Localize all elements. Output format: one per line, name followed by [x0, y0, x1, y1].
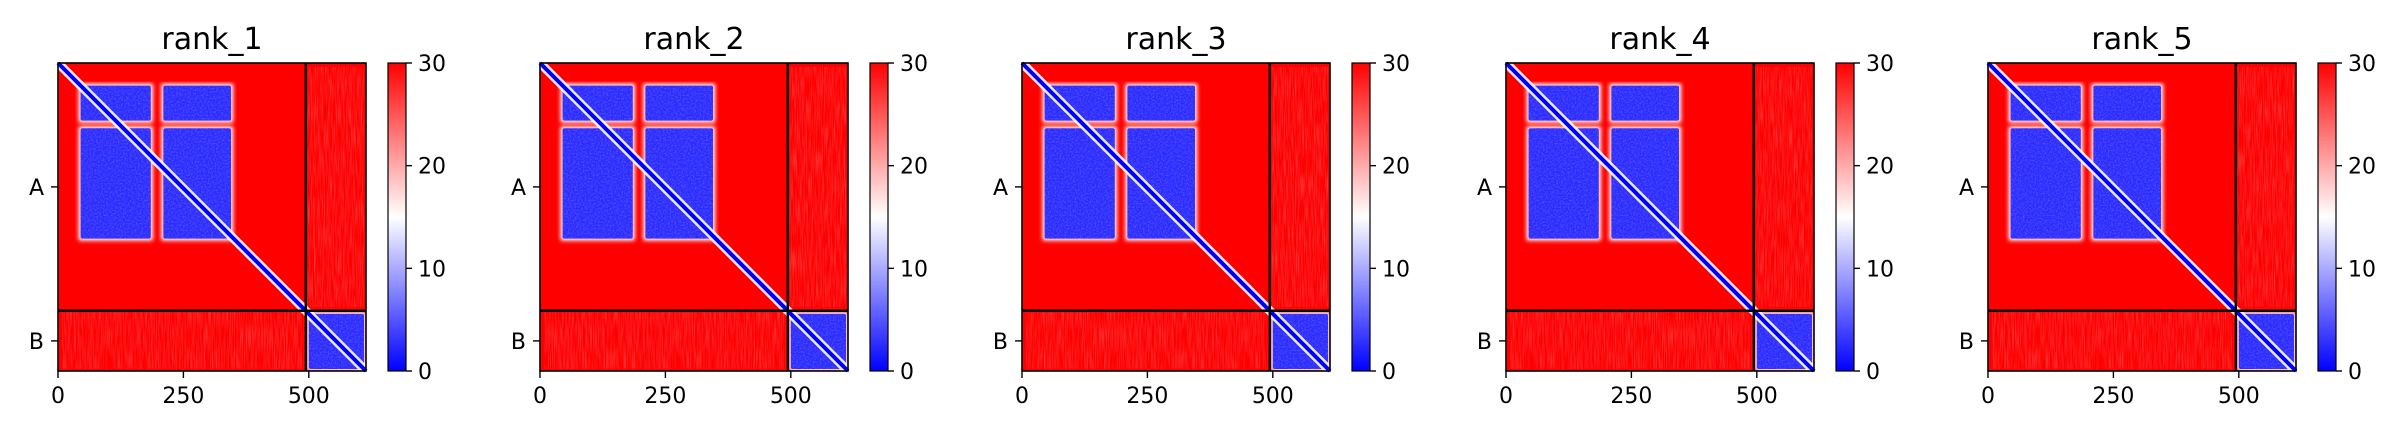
- colorbar-tick-label: 10: [418, 257, 446, 282]
- colorbar-tick-label: 20: [2348, 155, 2376, 180]
- offdiag-texture-bottom: [1510, 312, 1750, 369]
- heatmap-texture: [1026, 67, 1328, 369]
- colorbar-tick-label: 10: [1866, 257, 1894, 282]
- colorbar: [387, 62, 407, 372]
- colorbar-tick-label: 0: [2348, 360, 2362, 385]
- x-tick-label: 500: [288, 384, 330, 409]
- offdiag-texture-right: [1271, 67, 1328, 307]
- chain-label: A: [1959, 176, 1974, 201]
- pae-panel-4: rank_4 0 250 500 A B 0 10 20 30: [1477, 22, 1894, 409]
- chain-label: A: [993, 176, 1008, 201]
- pae-panel-1: rank_1 0 250 500 A B 0 10 20 30: [29, 22, 446, 409]
- colorbar: [869, 62, 889, 372]
- colorbar-tick-label: 10: [900, 257, 928, 282]
- panel-title: rank_1: [161, 22, 262, 57]
- domain-block-texture: [1127, 85, 1196, 121]
- x-tick-label: 250: [162, 384, 204, 409]
- diagonal: [1020, 61, 1332, 373]
- colorbar: [2317, 62, 2337, 372]
- plot-frame: [1505, 62, 1815, 372]
- offdiag-texture-bottom: [1992, 312, 2232, 369]
- x-tick-label: 250: [1126, 384, 1168, 409]
- colorbar-tick-label: 0: [1382, 360, 1396, 385]
- panel-title: rank_4: [1609, 22, 1710, 57]
- colorbar: [1835, 62, 1855, 372]
- chain-label: A: [1477, 176, 1492, 201]
- colorbar: [1351, 62, 1371, 372]
- colorbar-tick-label: 0: [1866, 360, 1880, 385]
- panel-title: rank_5: [2091, 22, 2192, 57]
- chain-label: B: [511, 330, 526, 355]
- panel-title: rank_2: [643, 22, 744, 57]
- offdiag-texture-right: [307, 67, 364, 307]
- colorbar-tick-label: 20: [1866, 155, 1894, 180]
- heatmap-texture: [1510, 67, 1812, 369]
- domain-blocks: [560, 83, 848, 371]
- x-tick-label: 0: [533, 384, 547, 409]
- chain-label: A: [29, 176, 44, 201]
- colorbar-tick-label: 30: [1382, 52, 1410, 77]
- colorbar-tick-label: 0: [900, 360, 914, 385]
- x-tick-label: 0: [1015, 384, 1029, 409]
- diagonal: [1986, 61, 2298, 373]
- x-tick-label: 0: [1981, 384, 1995, 409]
- chain-label: B: [1477, 330, 1492, 355]
- colorbar-tick-label: 20: [900, 155, 928, 180]
- x-tick-label: 0: [51, 384, 65, 409]
- domain-block-texture: [163, 85, 232, 121]
- colorbar-tick-label: 10: [1382, 257, 1410, 282]
- heatmap-texture: [62, 67, 364, 369]
- domain-block-texture: [645, 85, 714, 121]
- offdiag-texture-bottom: [62, 312, 302, 369]
- chain-label: B: [1959, 330, 1974, 355]
- offdiag-texture-right: [1755, 67, 1812, 307]
- domain-block-texture: [2093, 85, 2162, 121]
- offdiag-texture-right: [2237, 67, 2294, 307]
- colorbar-tick-label: 30: [1866, 52, 1894, 77]
- colorbar-tick-label: 0: [418, 360, 432, 385]
- colorbar-tick-label: 30: [900, 52, 928, 77]
- x-tick-label: 0: [1499, 384, 1513, 409]
- pae-panel-3: rank_3 0 250 500 A B 0 10 20 30: [993, 22, 1410, 409]
- x-tick-label: 500: [770, 384, 812, 409]
- plot-frame: [539, 62, 849, 372]
- chain-label: A: [511, 176, 526, 201]
- x-tick-label: 500: [1252, 384, 1294, 409]
- x-tick-label: 250: [2092, 384, 2134, 409]
- colorbar-tick-label: 10: [2348, 257, 2376, 282]
- x-tick-label: 250: [644, 384, 686, 409]
- offdiag-texture-bottom: [544, 312, 784, 369]
- x-tick-label: 500: [2218, 384, 2260, 409]
- plot-frame: [1021, 62, 1331, 372]
- plot-frame: [1987, 62, 2297, 372]
- x-tick-label: 250: [1610, 384, 1652, 409]
- heatmap-texture: [1992, 67, 2294, 369]
- diagonal: [56, 61, 368, 373]
- panel-title: rank_3: [1125, 22, 1226, 57]
- diagonal: [1504, 61, 1816, 373]
- colorbar-tick-label: 20: [418, 155, 446, 180]
- offdiag-texture-bottom: [1026, 312, 1266, 369]
- x-tick-label: 500: [1736, 384, 1778, 409]
- chain-label: B: [993, 330, 1008, 355]
- offdiag-texture-right: [789, 67, 846, 307]
- heatmap-texture: [544, 67, 846, 369]
- plot-frame: [57, 62, 367, 372]
- colorbar-tick-label: 30: [418, 52, 446, 77]
- colorbar-tick-label: 20: [1382, 155, 1410, 180]
- pae-panel-5: rank_5 0 250 500 A B 0 10 20 30: [1959, 22, 2376, 409]
- pae-panel-2: rank_2 0 250 500 A B 0 10 20 30: [511, 22, 928, 409]
- colorbar-tick-label: 30: [2348, 52, 2376, 77]
- diagonal: [538, 61, 850, 373]
- domain-block-texture: [1611, 85, 1680, 121]
- chain-label: B: [29, 330, 44, 355]
